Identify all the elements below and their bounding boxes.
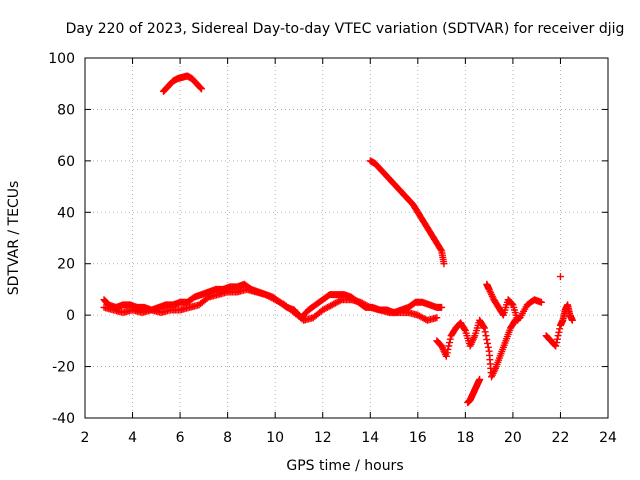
data-point-fill — [480, 323, 488, 331]
x-tick-label: 8 — [223, 430, 232, 446]
data-point-fill — [461, 325, 469, 333]
data-point — [552, 342, 560, 350]
chart-title: Day 220 of 2023, Sidereal Day-to-day VTE… — [66, 21, 625, 37]
data-point-fill — [444, 345, 452, 353]
data-point-fill — [446, 335, 454, 343]
series-decline-arc — [366, 157, 448, 268]
series-deep-dip — [464, 375, 484, 407]
data-point — [514, 316, 522, 324]
series-main-band-lower — [100, 285, 441, 324]
x-tick-label: 18 — [456, 430, 474, 446]
data-point — [433, 314, 441, 322]
data-point — [476, 375, 484, 383]
y-tick-label: 0 — [66, 308, 75, 324]
data-point-fill — [508, 300, 516, 308]
data-point — [438, 303, 446, 311]
y-tick-label: 60 — [57, 154, 75, 170]
x-tick-label: 16 — [409, 430, 427, 446]
data-point-fill — [445, 342, 453, 350]
data-point — [480, 324, 488, 332]
y-tick-label: -40 — [52, 411, 75, 427]
data-point-fill — [484, 343, 492, 351]
data-point-fill — [483, 336, 491, 344]
data-point-fill — [552, 339, 560, 347]
data-point-fill — [553, 335, 561, 343]
data-point — [442, 352, 450, 360]
x-tick-label: 22 — [552, 430, 570, 446]
x-tick-label: 4 — [128, 430, 137, 446]
series-end-cluster — [542, 301, 576, 350]
grid — [85, 58, 608, 418]
plot-frame — [84, 57, 609, 419]
data-point — [197, 85, 205, 93]
x-axis-label: GPS time / hours — [286, 458, 403, 474]
data-point-fill — [482, 332, 490, 340]
data-point-fill — [446, 339, 454, 347]
y-tick-label: 100 — [48, 51, 75, 67]
x-tick-label: 10 — [266, 430, 284, 446]
x-tick-label: 12 — [314, 430, 332, 446]
data-point — [440, 260, 448, 268]
data-point-fill — [443, 349, 451, 357]
data-point-fill — [499, 310, 507, 318]
data-marks — [100, 72, 576, 407]
y-tick-label: -20 — [52, 360, 75, 376]
series-end-spike — [556, 273, 564, 281]
x-tick-label: 20 — [504, 430, 522, 446]
data-point — [568, 316, 576, 324]
y-tick-label: 80 — [57, 102, 75, 118]
data-point — [537, 298, 545, 306]
x-tick-label: 24 — [599, 430, 617, 446]
x-tick-label: 6 — [176, 430, 185, 446]
data-point-fill — [365, 303, 373, 311]
data-point-fill — [554, 332, 562, 340]
data-point-fill — [484, 339, 492, 347]
data-point-fill — [555, 328, 563, 336]
data-point-fill — [556, 325, 564, 333]
x-tick-label: 2 — [81, 430, 90, 446]
data-point — [556, 273, 564, 281]
data-point-fill — [437, 246, 445, 254]
x-tick-label: 14 — [361, 430, 379, 446]
y-axis-label: SDTVAR / TECUs — [6, 181, 22, 296]
y-tick-label: 40 — [57, 205, 75, 221]
data-point-fill — [197, 84, 205, 92]
series-early-arc — [159, 72, 205, 95]
y-tick-label: 20 — [57, 257, 75, 273]
data-point-fill — [481, 328, 489, 336]
series-spikes — [483, 280, 522, 324]
data-point-fill — [336, 297, 344, 305]
